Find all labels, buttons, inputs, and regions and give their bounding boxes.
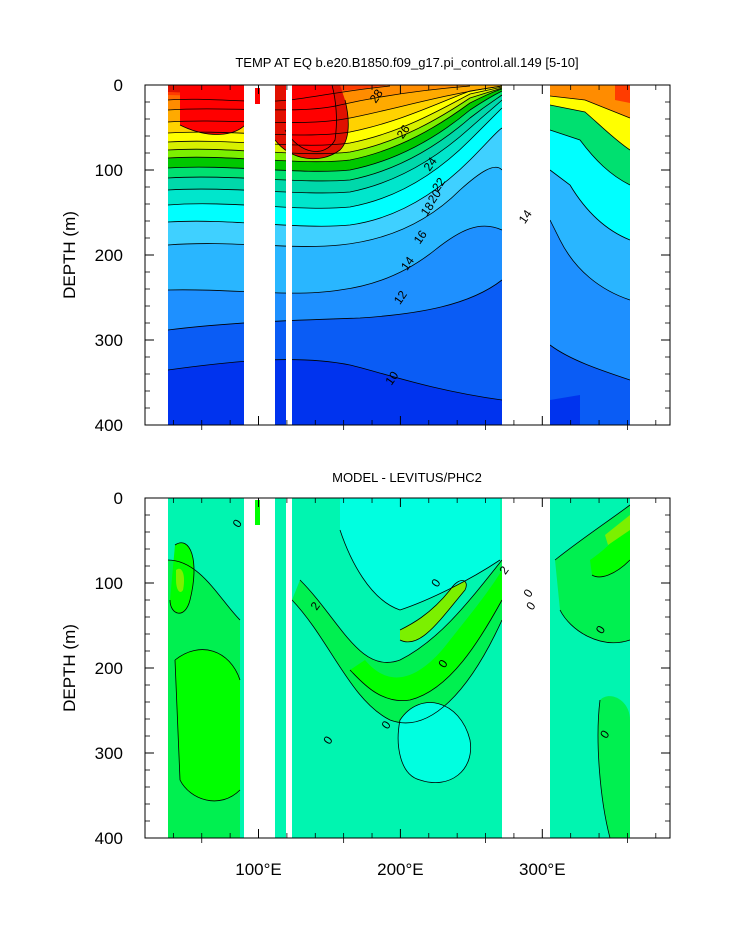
panel1-title: TEMP AT EQ b.e20.B1850.f09_g17.pi_contro…	[235, 55, 578, 70]
temp-contour-east-12	[549, 344, 631, 381]
diff-contour-d	[169, 542, 195, 614]
panel1-ytick-label: 400	[95, 416, 123, 435]
panel1-ylabel: DEPTH (m)	[60, 211, 79, 299]
temp-band-gt28-west	[180, 85, 245, 135]
temp-contour-22	[167, 85, 503, 136]
diff-west-top-2	[176, 568, 185, 592]
diff-west-2	[175, 649, 240, 801]
diff-contour-k	[554, 504, 631, 561]
panel1-ytick-label: 0	[114, 76, 123, 95]
temp-contour-20	[167, 87, 503, 155]
temp-contour-11	[167, 279, 503, 331]
temp-contour-east-15	[549, 169, 631, 241]
diff-east-3	[605, 515, 630, 545]
diff-mask-gap3	[502, 498, 550, 838]
temp-mask-gap1	[244, 85, 275, 425]
temp-east-lt10	[550, 395, 580, 425]
panel-temperature: TEMP AT EQ b.e20.B1850.f09_g17.pi_contro…	[60, 55, 671, 435]
panel2-axes: 0 100 200 300 400 100°E 200°E 300°E	[95, 489, 670, 879]
temp-contour-east-18	[549, 129, 631, 186]
diff-contour-lines	[167, 504, 631, 838]
diff-east-deep	[598, 696, 630, 838]
diff-contour-j	[339, 529, 501, 611]
temp-contour-12	[167, 225, 503, 294]
diff-mask-gap1	[244, 498, 275, 838]
temp-contour-24	[167, 85, 471, 111]
panel1-ytick-label: 300	[95, 331, 123, 350]
panel2-title: MODEL - LEVITUS/PHC2	[332, 470, 482, 485]
panel1-field	[145, 85, 670, 425]
temp-contour-23	[167, 85, 503, 124]
diff-central-band	[292, 560, 502, 723]
diff-upper-cyan	[340, 498, 500, 610]
diff-central-band-2	[350, 570, 502, 701]
temp-contour-east-13	[549, 219, 631, 301]
diff-contour-n	[597, 699, 611, 838]
panel2-xtick-label: 300°E	[519, 860, 566, 879]
panel2-ytick-label: 400	[95, 829, 123, 848]
temp-contour-21	[167, 86, 503, 146]
panel2-xtick-label: 200°E	[377, 860, 424, 879]
temp-contour-28-east	[284, 85, 337, 152]
panel1-ytick-label: 200	[95, 246, 123, 265]
diff-contour-a	[167, 559, 241, 621]
diff-contour-b	[174, 649, 241, 681]
temp-mask-gap3	[502, 85, 550, 425]
temp-contour-east-22	[549, 104, 631, 151]
panel2-ytick-label: 0	[114, 489, 123, 508]
diff-contour-g	[349, 599, 503, 702]
temp-east-27	[615, 85, 630, 103]
temp-contour-13	[167, 166, 503, 247]
diff-contour-i	[397, 702, 472, 783]
panel2-field	[145, 498, 670, 838]
diff-contour-l	[559, 609, 631, 644]
diff-contour-m	[591, 559, 631, 578]
temp-contour-10	[167, 359, 503, 401]
panel2-ytick-label: 100	[95, 574, 123, 593]
panel2-ytick-label: 200	[95, 659, 123, 678]
panel2-xtick-label: 100°E	[235, 860, 282, 879]
diff-island-column	[255, 500, 260, 525]
temp-mask-gap2	[286, 85, 292, 425]
panel1-ytick-label: 100	[95, 161, 123, 180]
diff-contour-e	[291, 599, 503, 724]
diff-central-peak	[400, 580, 467, 642]
temp-contour-28-west	[179, 124, 246, 135]
temp-contour-east-25	[549, 95, 631, 119]
diff-deep-cyan	[398, 702, 471, 783]
temp-contour-lines	[167, 85, 631, 401]
panel-difference: MODEL - LEVITUS/PHC2 DEPTH (m)	[60, 470, 671, 879]
panel1-axes: 0 100 200 300 400	[95, 76, 670, 435]
panel2-ylabel: DEPTH (m)	[60, 624, 79, 712]
diff-mask-gap2	[286, 498, 292, 838]
diff-contour-c	[174, 659, 241, 802]
panel2-ytick-label: 300	[95, 744, 123, 763]
diff-contour-f	[299, 559, 503, 663]
temp-island-column	[255, 88, 260, 104]
